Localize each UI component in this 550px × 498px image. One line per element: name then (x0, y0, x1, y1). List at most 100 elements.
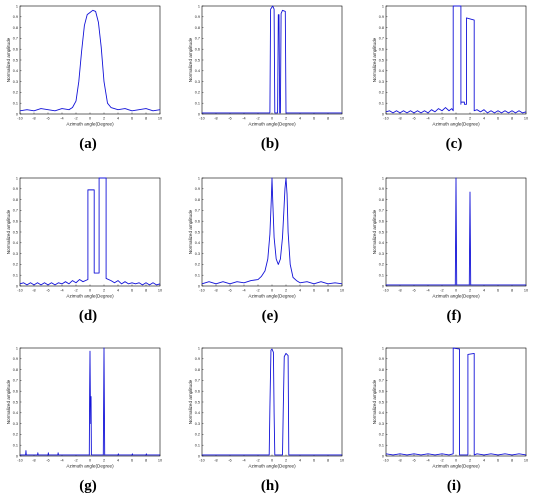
panel-label: (b) (261, 136, 279, 152)
y-tick-label: 0.6 (195, 48, 200, 52)
y-tick-label: 1 (16, 176, 18, 180)
series-line (19, 9, 161, 112)
x-tick-label: -4 (426, 459, 429, 463)
y-axis-label: Normalized amplitude (6, 379, 11, 424)
x-tick-label: -4 (242, 459, 245, 463)
y-tick-label: 0.8 (195, 368, 200, 372)
x-tick-label: -2 (74, 459, 77, 463)
y-tick-label: 0 (16, 454, 18, 458)
x-tick-label: -6 (412, 117, 415, 121)
y-tick-label: 0.3 (195, 80, 200, 84)
y-tick-label: 0.8 (13, 198, 18, 202)
y-tick-label: 0.9 (13, 15, 18, 19)
x-tick-label: 10 (340, 459, 344, 463)
plot-frame (201, 177, 343, 287)
x-tick-label: 0 (455, 117, 457, 121)
x-tick-label: 8 (145, 289, 147, 293)
y-tick-label: 0.8 (195, 198, 200, 202)
x-tick-label: 4 (117, 117, 119, 121)
x-tick-label: -4 (60, 289, 63, 293)
y-tick-label: 0.2 (195, 263, 200, 267)
panel-label: (c) (446, 136, 463, 152)
x-tick-label: 8 (145, 459, 147, 463)
y-tick-label: 0.1 (13, 102, 18, 106)
plot-frame (19, 5, 161, 115)
x-axis-label: Azimuth angle(Degree) (66, 122, 114, 127)
x-tick-label: 2 (285, 459, 287, 463)
y-tick-label: 0.8 (379, 198, 384, 202)
panel-label: (f) (447, 308, 462, 324)
y-tick-label: 0 (16, 284, 18, 288)
x-tick-label: -10 (199, 459, 205, 463)
panel-label: (i) (447, 478, 461, 494)
plot-frame (201, 5, 343, 115)
chart-panel: -10 -8 -6 -4 -2 0 2 4 6 8 10 0 0.1 0.2 0.3 0.4 0.5 0.6 0.7… (6, 346, 162, 494)
x-tick-label: -8 (214, 117, 217, 121)
x-tick-label: 0 (455, 289, 457, 293)
y-tick-label: 0.3 (379, 422, 384, 426)
y-tick-label: 0.4 (13, 69, 18, 73)
x-tick-label: 0 (89, 459, 91, 463)
x-tick-label: -6 (46, 459, 49, 463)
y-tick-label: 0.2 (195, 433, 200, 437)
y-tick-label: 0.9 (195, 187, 200, 191)
x-tick-label: -8 (398, 459, 401, 463)
x-tick-label: -6 (412, 459, 415, 463)
x-tick-label: -10 (383, 289, 389, 293)
y-tick-label: 0.7 (379, 209, 384, 213)
y-tick-label: 1 (198, 346, 200, 350)
x-tick-label: 0 (455, 459, 457, 463)
x-tick-label: 8 (511, 459, 513, 463)
x-tick-label: -10 (17, 289, 23, 293)
panel-label: (d) (79, 308, 97, 324)
y-tick-label: 0.7 (13, 37, 18, 41)
x-tick-label: -8 (32, 117, 35, 121)
x-tick-label: -2 (74, 289, 77, 293)
plot-frame (19, 177, 161, 287)
y-tick-label: 0.4 (195, 69, 200, 73)
y-tick-label: 0.6 (195, 220, 200, 224)
y-tick-label: 0.6 (13, 220, 18, 224)
x-tick-label: 10 (158, 289, 162, 293)
x-tick-label: -6 (412, 289, 415, 293)
y-tick-label: 0.1 (195, 274, 200, 278)
x-tick-label: -10 (199, 117, 205, 121)
y-tick-label: 0.7 (379, 379, 384, 383)
y-tick-label: 0.4 (379, 69, 384, 73)
series-line (20, 347, 160, 456)
y-tick-label: 0.5 (13, 230, 18, 234)
chart-panel: -10 -8 -6 -4 -2 0 2 4 6 8 10 0 0.1 0.2 0.3 0.4 0.5 0.6 0.7… (188, 176, 344, 324)
panel-label: (e) (262, 308, 279, 324)
y-tick-label: 0.8 (379, 26, 384, 30)
x-tick-label: -6 (228, 289, 231, 293)
y-tick-label: 0.3 (195, 422, 200, 426)
x-tick-label: -8 (398, 117, 401, 121)
y-tick-label: 0.6 (13, 390, 18, 394)
x-tick-label: -2 (440, 289, 443, 293)
x-tick-label: -6 (228, 459, 231, 463)
y-tick-label: 0.1 (379, 444, 384, 448)
y-tick-label: 0.9 (195, 357, 200, 361)
x-tick-label: -6 (46, 289, 49, 293)
x-axis-label: Azimuth angle(Degree) (432, 122, 480, 127)
series-line (385, 347, 527, 456)
x-axis-label: Azimuth angle(Degree) (432, 464, 480, 469)
y-tick-label: 0.4 (195, 241, 200, 245)
series-line (201, 177, 343, 285)
x-tick-label: -2 (74, 117, 77, 121)
y-tick-label: 0.9 (195, 15, 200, 19)
x-tick-label: 6 (497, 289, 499, 293)
x-tick-label: 2 (469, 459, 471, 463)
y-tick-label: 0.8 (13, 26, 18, 30)
y-tick-label: 0.2 (379, 91, 384, 95)
x-tick-label: -10 (199, 289, 205, 293)
x-tick-label: 6 (131, 117, 133, 121)
y-tick-label: 0.7 (13, 379, 18, 383)
x-axis-label: Azimuth angle(Degree) (248, 294, 296, 299)
y-tick-label: 0.2 (13, 263, 18, 267)
x-tick-label: -4 (426, 117, 429, 121)
x-tick-label: 4 (117, 289, 119, 293)
y-tick-label: 1 (16, 4, 18, 8)
x-tick-label: -2 (440, 117, 443, 121)
y-tick-label: 0.5 (195, 400, 200, 404)
